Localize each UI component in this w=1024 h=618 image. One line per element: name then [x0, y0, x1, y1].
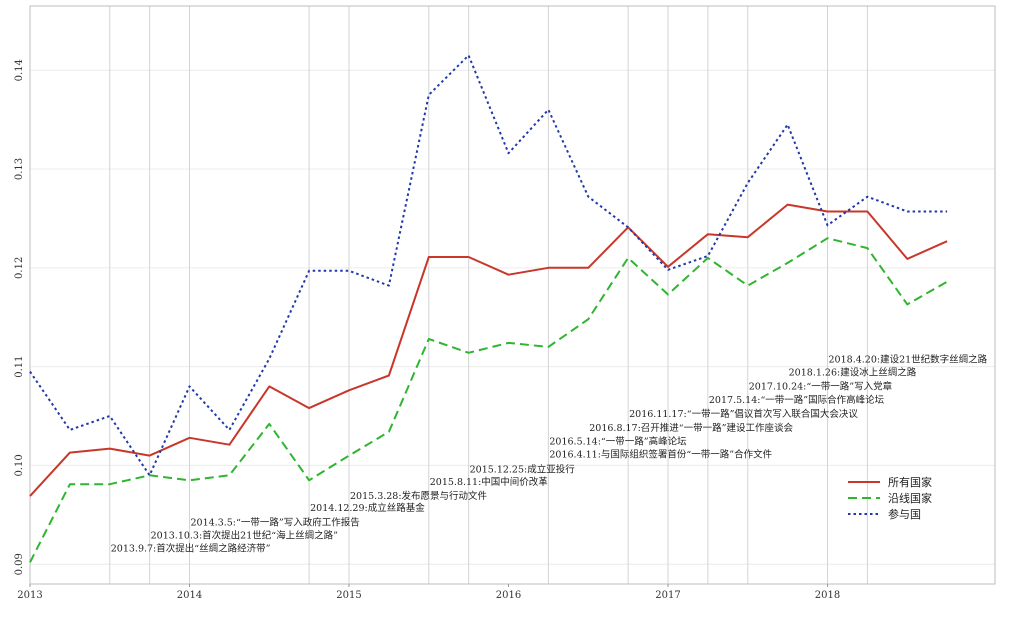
event-annotation: 2014.12.29:成立丝路基金: [310, 502, 425, 514]
series-line-3: [29, 54, 948, 477]
event-annotation: 2016.5.14:“一带一路”高峰论坛: [549, 436, 687, 448]
axes-layer: 0.09 0.10 0.11 0.12 0.13 0.14 2013 2014 2015 2016…: [14, 5, 996, 601]
y-tick-label: 0.13: [14, 158, 25, 180]
event-lines-layer: [109, 6, 868, 584]
legend-label: 所有国家: [888, 475, 932, 489]
series-line-1: [29, 203, 948, 497]
event-annotation: 2014.3.5:“一带一路”写入政府工作报告: [191, 517, 360, 529]
event-annotation: 2018.4.20:建设21世纪数字丝绸之路: [829, 354, 988, 366]
y-tick-label: 0.12: [14, 257, 25, 279]
event-annotation: 2013.9.7:首次提出“丝绸之路经济带”: [111, 542, 271, 554]
legend-label: 沿线国家: [888, 491, 932, 505]
event-annotation: 2015.12.25:成立亚投行: [470, 463, 576, 475]
x-tick-label: 2013: [17, 590, 42, 601]
annotation-layer: 2013.9.7:首次提出“丝绸之路经济带”2013.10.3:首次提出21世纪…: [111, 354, 988, 555]
grid-layer: [30, 69, 995, 565]
event-annotation: 2016.8.17:召开推进“一带一路”建设工作座谈会: [589, 422, 793, 434]
series-line-2: [29, 237, 948, 563]
event-annotation: 2018.1.26:建设冰上丝绸之路: [789, 367, 917, 379]
event-annotation: 2015.8.11:中国中间价改革: [430, 476, 549, 488]
event-annotation: 2015.3.28:发布愿景与行动文件: [350, 490, 488, 502]
x-tick-label: 2018: [815, 590, 840, 601]
y-tick-label: 0.09: [14, 553, 25, 575]
y-tick-label: 0.14: [14, 59, 25, 81]
event-annotation: 2017.5.14:“一带一路”国际合作高峰论坛: [709, 394, 885, 406]
legend-label: 参与国: [888, 507, 921, 521]
x-tick-label: 2016: [496, 590, 521, 601]
event-annotation: 2016.11.17:“一带一路”倡议首次写入联合国大会决议: [629, 408, 858, 420]
x-tick-label: 2015: [336, 590, 361, 601]
event-annotation: 2017.10.24:“一带一路”写入党章: [749, 380, 893, 392]
y-tick-label: 0.10: [14, 454, 25, 476]
plot-frame: [29, 5, 996, 585]
event-annotation: 2013.10.3:首次提出21世纪“海上丝绸之路”: [151, 530, 338, 542]
x-tick-label: 2017: [655, 590, 680, 601]
event-annotation: 2016.4.11:与国际组织签署首份“一带一路”合作文件: [549, 449, 772, 461]
x-tick-label: 2014: [177, 590, 202, 601]
y-tick-label: 0.11: [14, 355, 25, 377]
series-layer: [29, 54, 948, 563]
